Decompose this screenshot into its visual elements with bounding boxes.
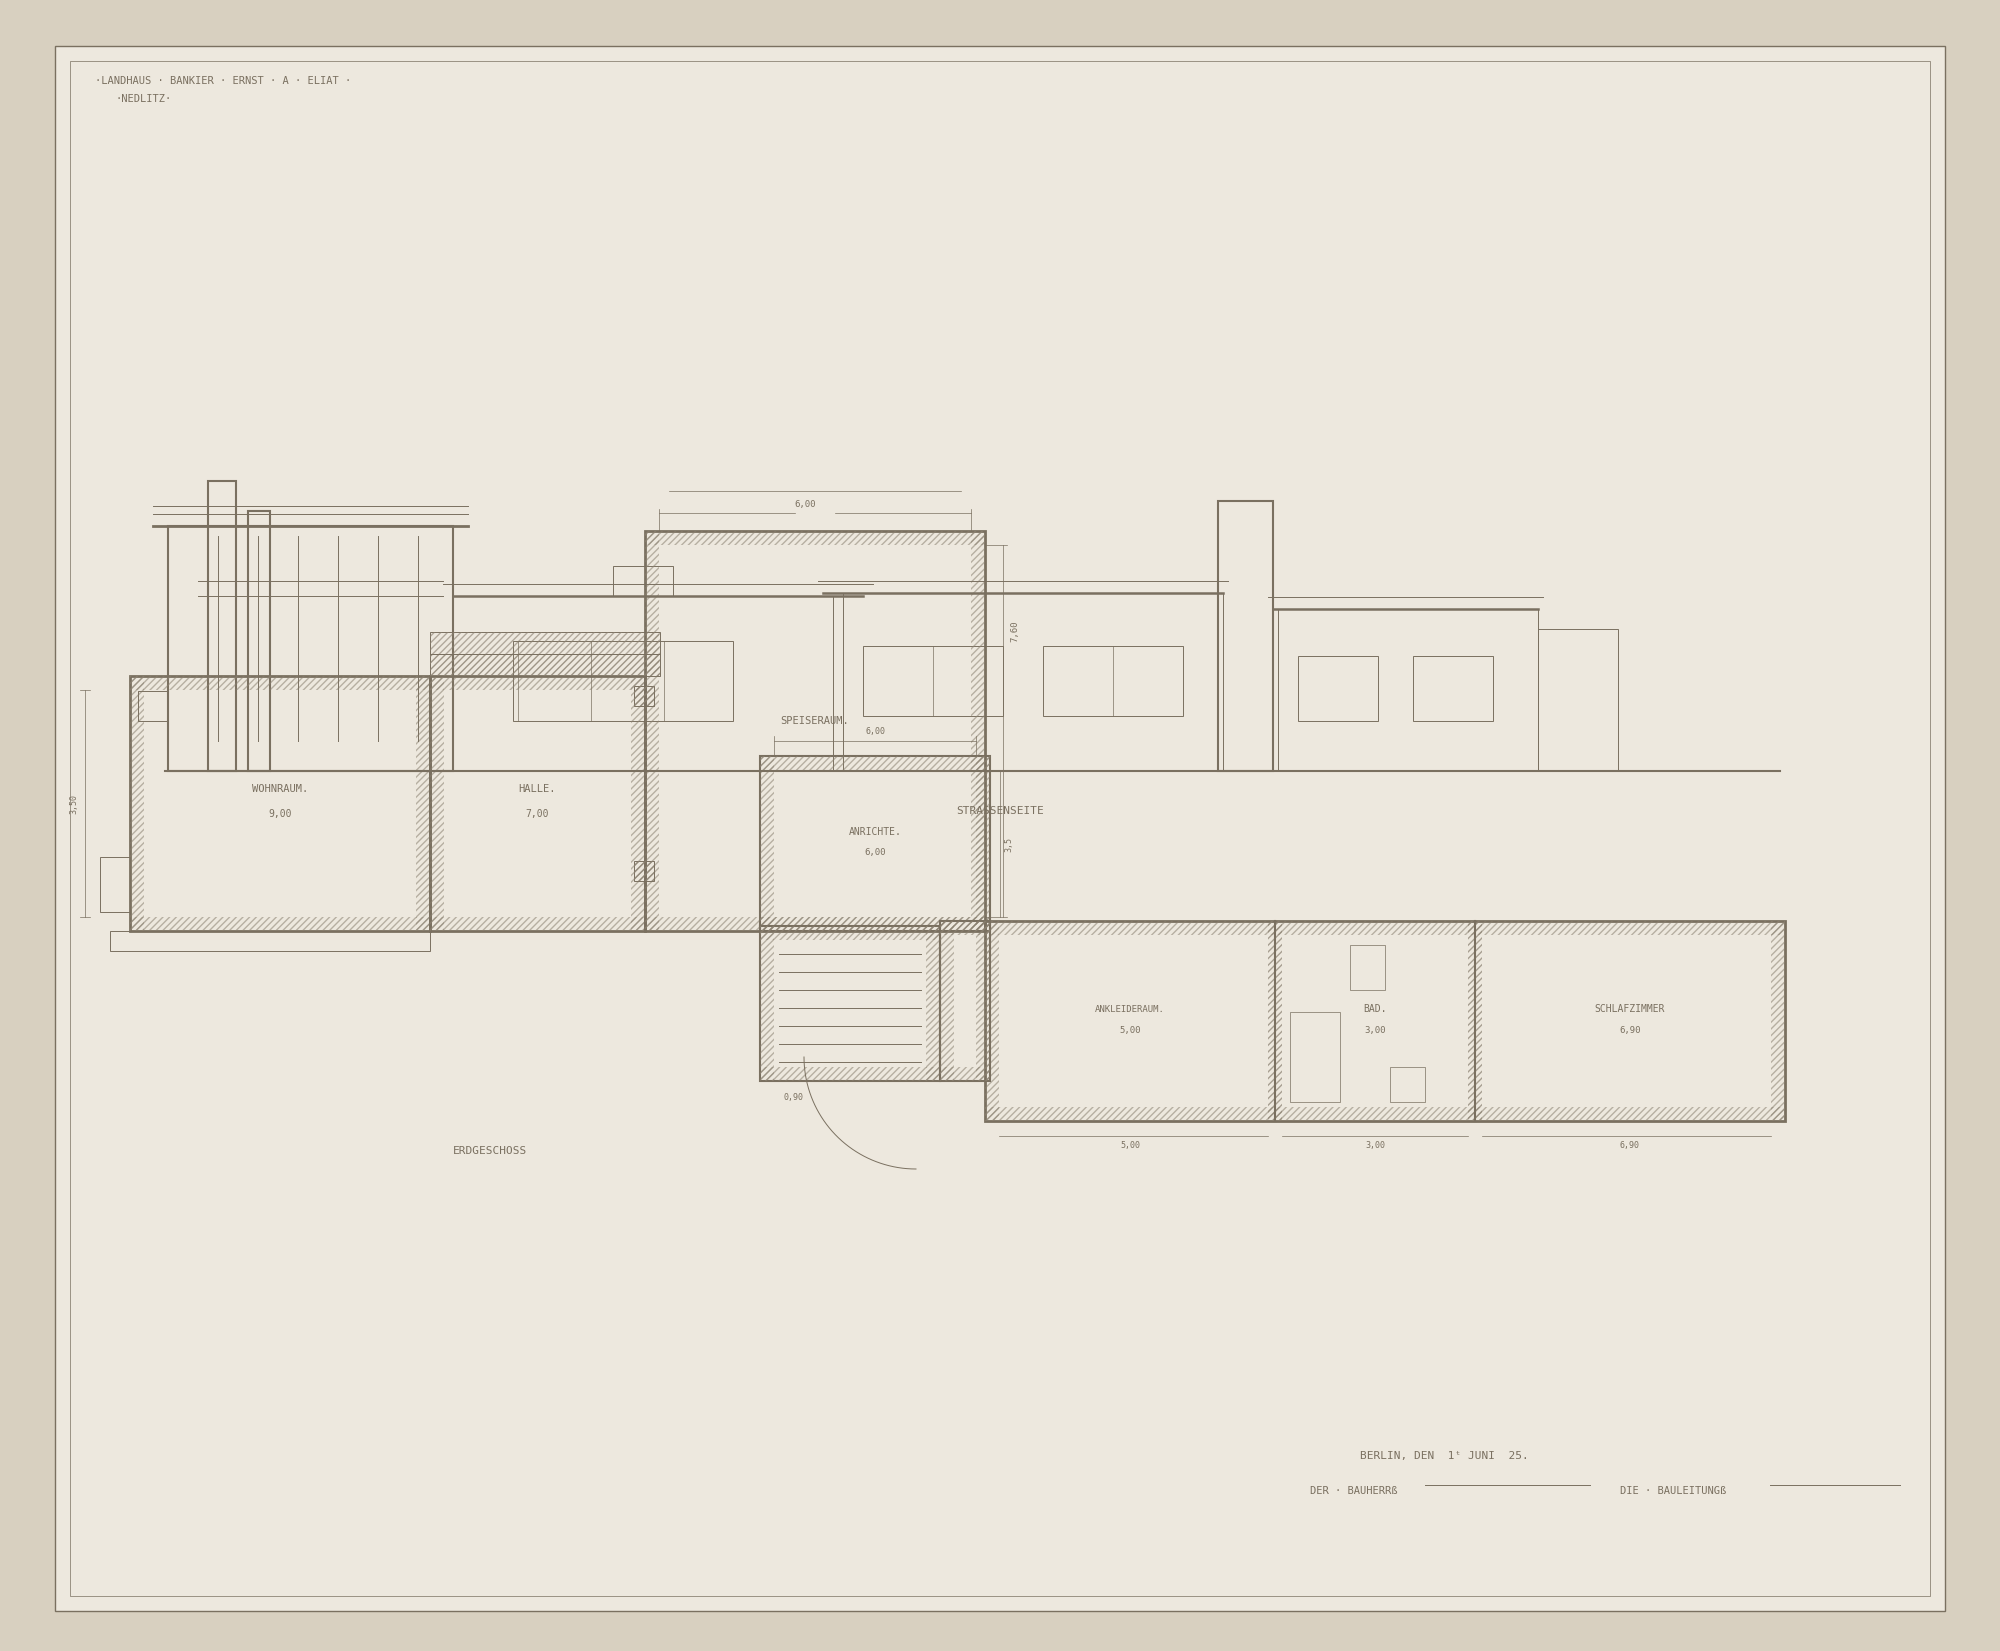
Bar [452,596,832,771]
Text: ERDGESCHOSS: ERDGESCHOSS [452,1146,528,1156]
Bar [634,687,654,707]
Text: 5,00: 5,00 [1120,1027,1140,1035]
Bar [644,532,984,545]
Bar [208,480,236,771]
Bar [1468,921,1482,1121]
Bar [130,916,430,931]
Bar [976,756,990,931]
Bar [972,532,984,931]
Bar [1350,944,1384,991]
Bar [940,1067,990,1081]
Text: BAD.: BAD. [1364,1004,1386,1014]
Bar [634,862,654,882]
Bar [430,654,660,675]
Text: STRASSENSEITE: STRASSENSEITE [956,806,1044,816]
Bar [130,675,430,931]
Bar [760,1067,940,1081]
Bar [248,512,270,771]
Bar [940,921,990,1081]
Text: 3,00: 3,00 [1364,1141,1384,1151]
Bar [644,532,984,931]
Text: 9,00: 9,00 [268,809,292,819]
Bar [1538,629,1618,771]
Bar [984,1108,1786,1121]
Bar [760,926,774,1081]
Bar [644,916,984,931]
Bar [430,916,644,931]
Bar [940,921,954,1081]
Text: ANKLEIDERAUM.: ANKLEIDERAUM. [1096,1004,1164,1014]
Bar [130,675,144,931]
Bar [634,687,654,707]
Text: 3,5: 3,5 [1004,837,1014,852]
Bar [612,566,672,596]
Bar [760,916,990,931]
Bar [1412,655,1492,721]
Bar [100,857,130,911]
Bar [1298,655,1378,721]
Bar [864,646,1004,717]
Bar [760,756,990,769]
Text: SPEISERAUM.: SPEISERAUM. [780,717,850,726]
Bar [984,921,1000,1121]
Bar [1268,921,1282,1121]
Bar [430,675,644,931]
Text: 3,50: 3,50 [68,794,78,814]
Text: 7,00: 7,00 [526,809,548,819]
Bar [430,632,660,654]
Bar [130,675,430,690]
Bar [1390,1067,1424,1101]
Bar [168,527,452,771]
Bar [976,921,990,1081]
Bar [1044,646,1184,717]
Bar [940,921,990,934]
Text: 6,00: 6,00 [794,500,816,509]
Bar [430,675,444,931]
Bar [1218,500,1274,771]
Bar [512,641,732,721]
Text: SCHLAFZIMMER: SCHLAFZIMMER [1594,1004,1666,1014]
Bar [926,926,940,1081]
Text: BERLIN, DEN  1ᵗ JUNI  25.: BERLIN, DEN 1ᵗ JUNI 25. [1360,1451,1528,1461]
Bar [844,593,1224,771]
Bar [760,926,940,1081]
Bar [760,756,774,931]
Text: 7,60: 7,60 [1010,621,1020,642]
Text: WOHNRAUM.: WOHNRAUM. [252,784,308,794]
Text: ANRICHTE.: ANRICHTE. [848,827,902,837]
Text: 5,00: 5,00 [1120,1141,1140,1151]
Bar [430,675,644,690]
Bar [416,675,430,931]
Text: ·LANDHAUS · BANKIER · ERNST · A · ELIAT ·: ·LANDHAUS · BANKIER · ERNST · A · ELIAT … [96,76,352,86]
Bar [760,926,940,939]
Bar [984,921,1786,934]
Bar [110,931,430,951]
Text: HALLE.: HALLE. [518,784,556,794]
Text: 6,00: 6,00 [864,726,884,736]
Text: 6,00: 6,00 [864,847,886,857]
Text: DIE · BAULEITUNGß: DIE · BAULEITUNGß [1620,1486,1726,1496]
Text: ·NEDLITZ·: ·NEDLITZ· [116,94,172,104]
Text: 6,90: 6,90 [1620,1027,1640,1035]
Bar [430,632,660,654]
Bar [430,654,660,675]
Bar [1278,609,1538,771]
Text: 3,00: 3,00 [1364,1027,1386,1035]
Bar [632,675,644,931]
Bar [984,921,1786,1121]
Bar [760,756,990,931]
Bar [634,862,654,882]
Text: 6,90: 6,90 [1620,1141,1640,1151]
Text: DER · BAUHERRß: DER · BAUHERRß [1310,1486,1398,1496]
Bar [644,532,660,931]
Bar [1290,1012,1340,1101]
Bar [1772,921,1786,1121]
Text: 0,90: 0,90 [784,1093,804,1101]
